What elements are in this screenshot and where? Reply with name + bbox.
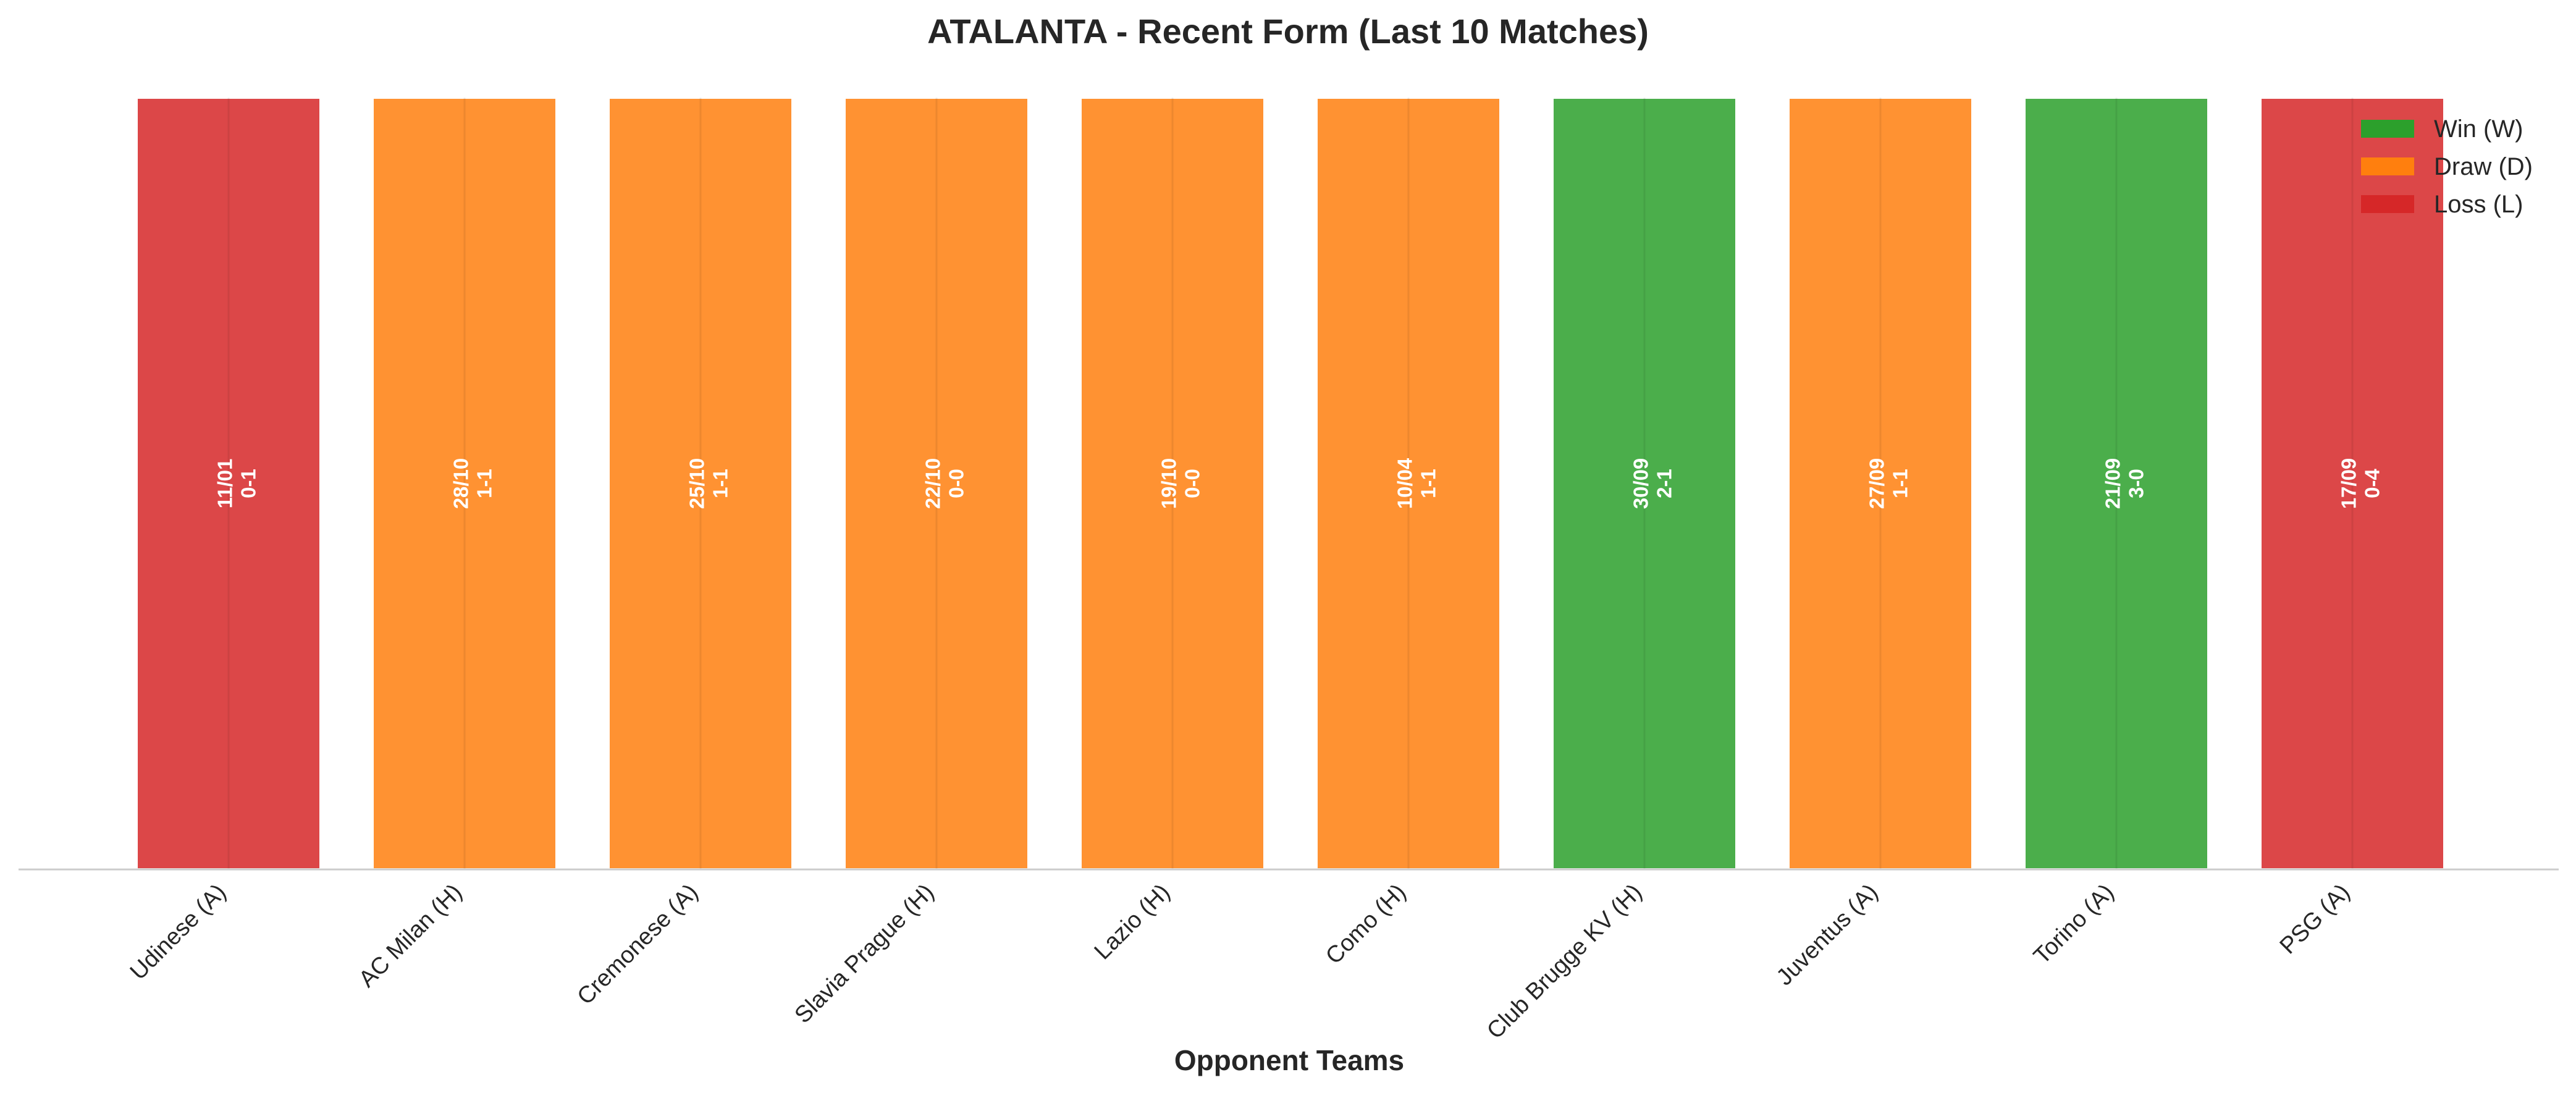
bar-3	[843, 96, 1030, 871]
x-tick-label: Club Brugge KV (H)	[1482, 879, 1647, 1044]
bar-0	[135, 96, 322, 871]
bar-data-label: 22/100-0	[921, 458, 967, 509]
x-tick-label: Torino (A)	[2029, 879, 2119, 969]
x-tick-label: Slavia Prague (H)	[790, 879, 940, 1029]
legend-label-L: Loss (L)	[2434, 191, 2523, 218]
bar-data-label: 10/041-1	[1393, 458, 1439, 509]
bar-data-label: 11/010-1	[213, 459, 259, 509]
bars-layer: 11/010-1 28/101-1 25/101-1 22/100-0 19/100-0…	[135, 96, 2446, 871]
bar-5	[1315, 96, 1502, 871]
chart-title: ATALANTA - Recent Form (Last 10 Matches)	[927, 12, 1649, 51]
x-tick-label: Juventus (A)	[1772, 879, 1884, 991]
bar-data-label: 30/092-1	[1629, 458, 1675, 509]
bar-4	[1079, 96, 1266, 871]
legend-swatch-W	[2361, 120, 2414, 138]
x-tick-label: Cremonese (A)	[572, 879, 703, 1010]
legend-swatch-D	[2361, 157, 2414, 175]
x-tick-label: Como (H)	[1321, 879, 1411, 969]
bar-2	[607, 96, 794, 871]
x-axis-label: Opponent Teams	[1174, 1044, 1404, 1076]
bar-1	[371, 96, 558, 871]
bar-9	[2259, 96, 2446, 871]
x-tick-label: PSG (A)	[2275, 879, 2355, 960]
bar-data-label: 27/091-1	[1865, 458, 1911, 509]
bar-data-label: 21/093-0	[2101, 458, 2147, 509]
legend-label-D: Draw (D)	[2434, 153, 2533, 180]
tick-labels: Udinese (A) AC Milan (H) Cremonese (A) Slav…	[125, 879, 2355, 1044]
x-tick-label: Udinese (A)	[125, 879, 232, 986]
bar-data-label: 19/100-0	[1157, 458, 1203, 509]
bar-6	[1551, 96, 1738, 871]
x-tick-label: AC Milan (H)	[354, 879, 467, 992]
bar-data-label: 28/101-1	[449, 458, 495, 509]
x-tick-label: Lazio (H)	[1090, 879, 1176, 965]
bar-data-label: 17/090-4	[2337, 458, 2383, 509]
legend-label-W: Win (W)	[2434, 115, 2523, 143]
legend: Win (W) Draw (D) Loss (L)	[2361, 115, 2533, 218]
bar-data-label: 25/101-1	[685, 458, 731, 509]
legend-swatch-L	[2361, 195, 2414, 213]
